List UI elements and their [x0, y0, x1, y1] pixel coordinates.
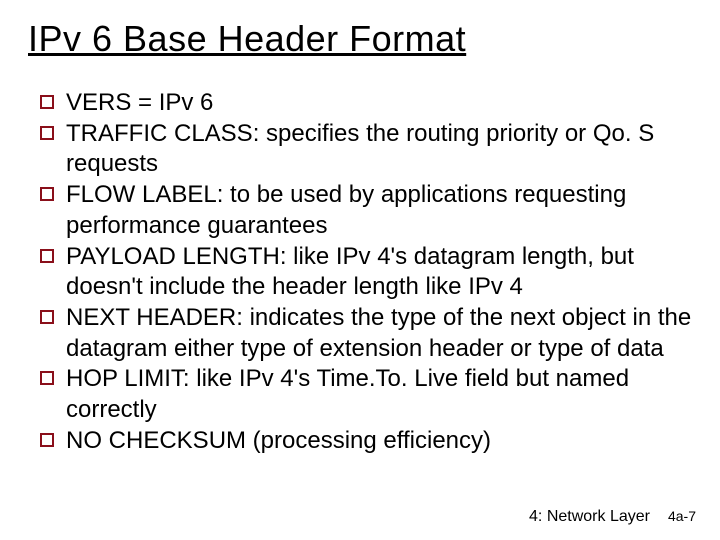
square-bullet-icon [40, 126, 54, 140]
square-bullet-icon [40, 310, 54, 324]
footer-page-number: 4a-7 [668, 508, 696, 524]
square-bullet-icon [40, 187, 54, 201]
list-item: FLOW LABEL: to be used by applications r… [40, 180, 692, 241]
bullet-text: HOP LIMIT: like IPv 4's Time.To. Live fi… [66, 364, 692, 425]
bullet-text: PAYLOAD LENGTH: like IPv 4's datagram le… [66, 242, 692, 303]
list-item: TRAFFIC CLASS: specifies the routing pri… [40, 119, 692, 180]
bullet-list: VERS = IPv 6 TRAFFIC CLASS: specifies th… [28, 88, 692, 457]
bullet-text: NEXT HEADER: indicates the type of the n… [66, 303, 692, 364]
bullet-text: TRAFFIC CLASS: specifies the routing pri… [66, 119, 692, 180]
bullet-text: VERS = IPv 6 [66, 88, 692, 119]
list-item: HOP LIMIT: like IPv 4's Time.To. Live fi… [40, 364, 692, 425]
list-item: VERS = IPv 6 [40, 88, 692, 119]
list-item: PAYLOAD LENGTH: like IPv 4's datagram le… [40, 242, 692, 303]
slide-title: IPv 6 Base Header Format [28, 18, 692, 60]
footer-section-label: 4: Network Layer [529, 508, 650, 526]
square-bullet-icon [40, 95, 54, 109]
bullet-text: FLOW LABEL: to be used by applications r… [66, 180, 692, 241]
list-item: NO CHECKSUM (processing efficiency) [40, 426, 692, 457]
slide-footer: 4: Network Layer 4a-7 [529, 508, 696, 526]
square-bullet-icon [40, 371, 54, 385]
square-bullet-icon [40, 433, 54, 447]
bullet-text: NO CHECKSUM (processing efficiency) [66, 426, 692, 457]
square-bullet-icon [40, 249, 54, 263]
list-item: NEXT HEADER: indicates the type of the n… [40, 303, 692, 364]
slide: IPv 6 Base Header Format VERS = IPv 6 TR… [0, 0, 720, 540]
